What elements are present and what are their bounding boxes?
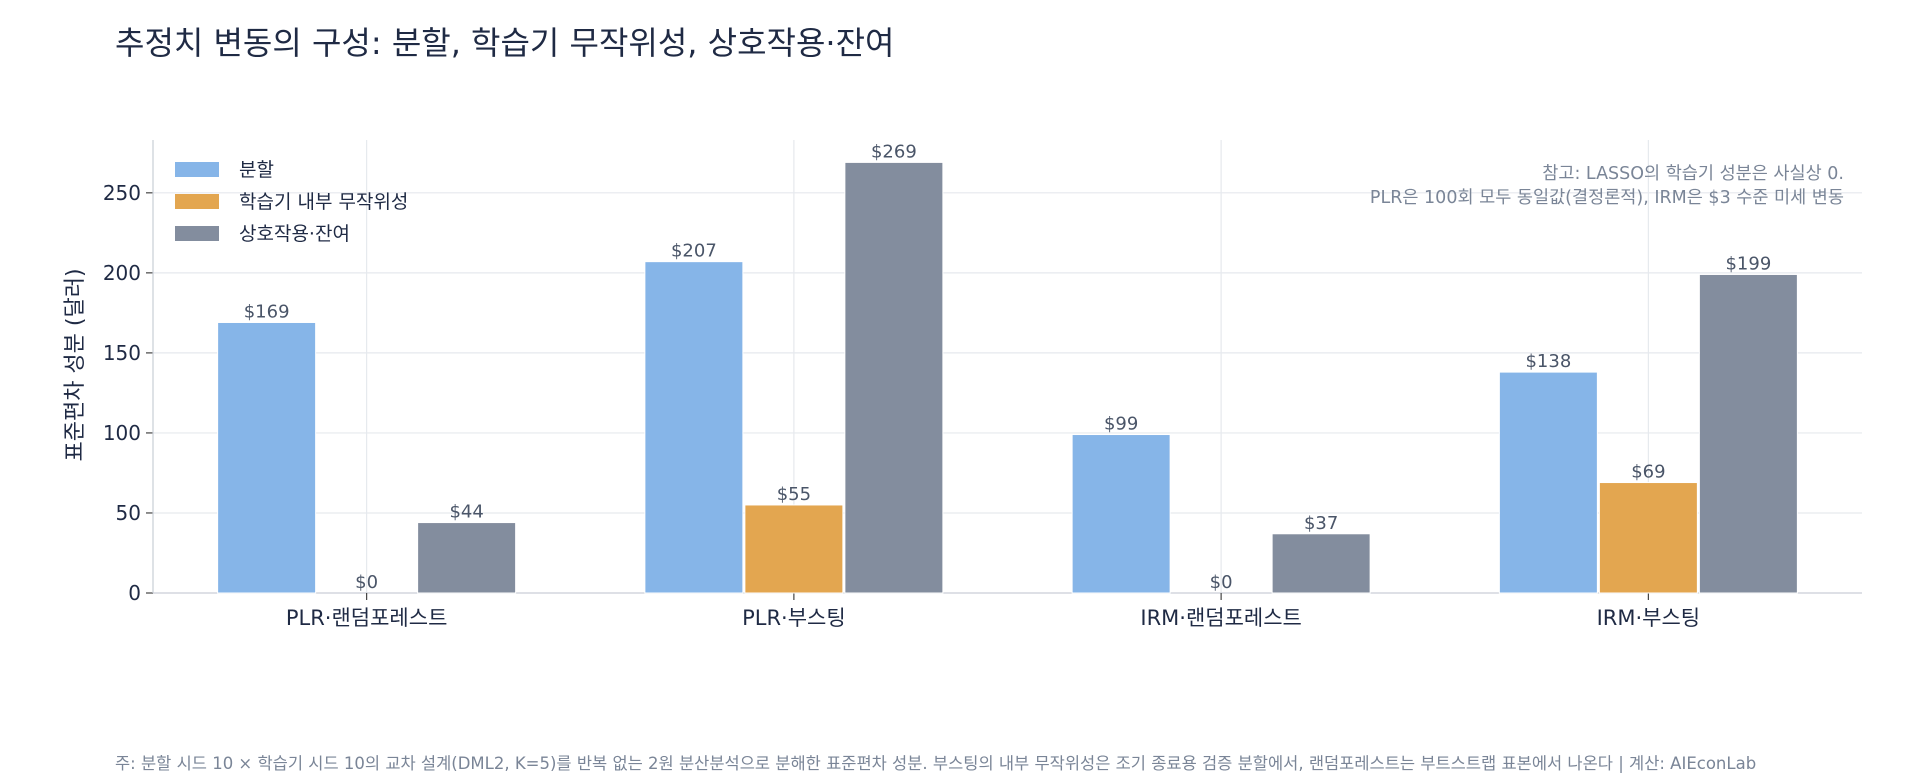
legend-label: 상호작용·잔여 (239, 223, 350, 245)
bar-value-label: $269 (871, 141, 917, 162)
bar-value-label: $199 (1725, 253, 1771, 274)
bar-chart: 0 50 100 150 200 250 PLR·랜덤포레스트 PLR·부스팅 IRM·랜덤포레… (63, 140, 1862, 630)
bar-value-label: $207 (671, 241, 717, 262)
legend-swatch (175, 226, 219, 241)
bar-value-label: $138 (1525, 351, 1571, 372)
bar (1498, 371, 1598, 594)
legend-label: 학습기 내부 무작위성 (239, 191, 408, 213)
bar-value-label: $37 (1304, 513, 1338, 534)
bar-value-label: $0 (355, 572, 378, 593)
labels-layer: $169 $0 $44 $207 $55 $269 $99 $0 $37 $138 $69 $199 (244, 141, 1772, 593)
bar (744, 504, 844, 594)
note-line-2: PLR은 100회 모두 동일값(결정론적), IRM은 $3 수준 미세 변동 (1370, 188, 1844, 208)
y-tick-label: 100 (103, 421, 141, 445)
x-tick-label: IRM·랜덤포레스트 (1140, 606, 1302, 630)
legend-swatch (175, 162, 219, 177)
note-line-1: 참고: LASSO의 학습기 성분은 사실상 0. (1542, 164, 1844, 184)
bar (417, 522, 517, 594)
footnote: 주: 분할 시드 10 × 학습기 시드 10의 교차 설계(DML2, K=5… (115, 754, 1757, 773)
y-tick-label: 200 (103, 261, 141, 285)
legend-label: 분할 (239, 159, 274, 181)
bar-value-label: $0 (1210, 572, 1233, 593)
bar (1698, 273, 1798, 594)
x-tick-label: PLR·부스팅 (742, 606, 846, 630)
bar-value-label: $99 (1104, 414, 1138, 435)
y-tick-label: 150 (103, 341, 141, 365)
bar-value-label: $55 (777, 484, 811, 505)
bar (1598, 482, 1698, 594)
bar (644, 261, 744, 594)
bars-layer (217, 161, 1798, 594)
grid-layer (153, 140, 1862, 593)
x-tick-label: PLR·랜덤포레스트 (286, 606, 448, 630)
bar (1271, 533, 1371, 594)
bar-value-label: $44 (449, 502, 483, 523)
chart-title: 추정치 변동의 구성: 분할, 학습기 무작위성, 상호작용·잔여 (115, 24, 895, 62)
bar (1071, 434, 1171, 594)
y-tick-label: 0 (128, 581, 141, 605)
bar-value-label: $69 (1631, 462, 1665, 483)
legend-swatch (175, 194, 219, 209)
y-tick-label: 250 (103, 181, 141, 205)
x-tick-label: IRM·부스팅 (1597, 606, 1701, 630)
y-axis-label: 표준편차 성분 (달러) (63, 268, 88, 461)
bar (844, 161, 944, 594)
bar-value-label: $169 (244, 301, 290, 322)
bar (217, 321, 317, 594)
y-tick-label: 50 (116, 501, 141, 525)
